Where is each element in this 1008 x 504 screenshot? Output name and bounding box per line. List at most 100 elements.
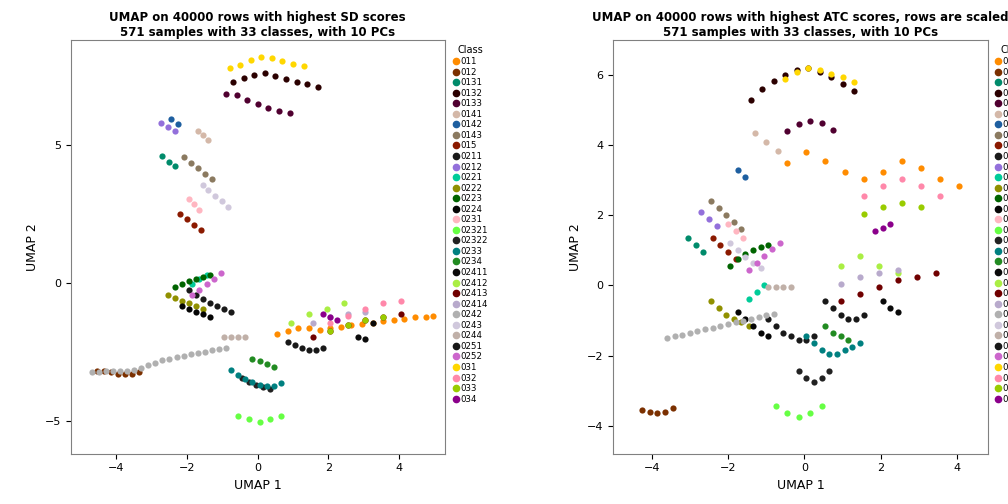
Point — [913, 203, 929, 211]
Point — [271, 106, 287, 114]
Point — [330, 316, 346, 324]
Point — [806, 332, 823, 340]
Point — [223, 333, 239, 341]
Point — [251, 418, 267, 426]
Point — [258, 382, 274, 390]
Point — [243, 55, 259, 64]
Point — [170, 120, 186, 129]
Point — [790, 120, 806, 129]
Point — [760, 314, 776, 323]
Point — [232, 61, 248, 69]
Point — [358, 316, 374, 324]
Point — [230, 333, 246, 341]
Point — [199, 271, 215, 279]
Point — [835, 73, 851, 81]
Point — [333, 323, 349, 331]
Point — [251, 357, 267, 365]
Point — [775, 329, 791, 337]
Point — [201, 186, 217, 195]
Point — [800, 65, 816, 73]
Point — [187, 302, 204, 310]
Point — [894, 199, 910, 207]
Point — [871, 269, 887, 277]
Point — [745, 259, 761, 267]
Point — [817, 322, 834, 330]
Point — [180, 286, 197, 294]
Point — [664, 404, 680, 412]
Point — [694, 208, 710, 216]
Point — [133, 364, 149, 372]
Point — [728, 227, 744, 235]
Point — [358, 305, 374, 313]
Point — [743, 96, 759, 104]
Point — [279, 327, 295, 335]
Point — [894, 157, 910, 165]
Point — [737, 254, 753, 262]
Point — [340, 312, 356, 320]
Point — [337, 299, 353, 307]
Point — [846, 78, 862, 86]
Point — [173, 297, 190, 305]
Point — [841, 314, 857, 323]
Point — [105, 367, 121, 375]
Point — [180, 277, 197, 285]
Point — [722, 262, 738, 270]
Point — [711, 304, 727, 312]
Point — [375, 318, 391, 326]
Point — [833, 332, 849, 340]
Point — [713, 322, 729, 330]
Point — [913, 181, 929, 190]
Point — [689, 327, 706, 335]
Point — [222, 64, 238, 72]
Point — [705, 234, 721, 242]
Point — [730, 308, 746, 316]
Point — [195, 310, 211, 319]
Point — [752, 329, 768, 337]
Point — [407, 313, 423, 321]
Point — [833, 280, 849, 288]
Point — [258, 360, 274, 368]
Point — [705, 324, 721, 332]
Point — [779, 409, 795, 417]
Point — [229, 91, 245, 99]
Point — [875, 224, 891, 232]
Point — [241, 378, 257, 386]
Point — [826, 304, 842, 312]
Point — [813, 374, 830, 383]
Point — [764, 244, 780, 253]
Point — [806, 378, 823, 386]
Point — [159, 123, 175, 131]
Point — [344, 322, 360, 330]
Point — [230, 412, 246, 420]
Point — [175, 352, 192, 360]
Point — [365, 319, 381, 327]
Point — [666, 332, 682, 340]
Point — [195, 273, 211, 281]
Point — [265, 382, 281, 390]
Point — [747, 129, 763, 137]
Point — [304, 333, 321, 341]
Point — [187, 291, 204, 299]
Point — [783, 283, 799, 291]
Point — [204, 346, 220, 354]
Point — [779, 159, 795, 167]
Point — [301, 324, 318, 332]
Point — [264, 54, 280, 62]
Point — [204, 175, 220, 183]
Point — [216, 333, 232, 341]
Point — [932, 174, 949, 182]
Point — [230, 371, 246, 379]
Point — [184, 280, 201, 288]
Point — [192, 286, 208, 294]
Point — [161, 158, 177, 166]
Point — [316, 310, 332, 319]
Point — [768, 283, 784, 291]
Point — [788, 68, 804, 76]
Point — [657, 408, 673, 416]
Point — [316, 344, 332, 352]
Point — [790, 336, 806, 344]
Point — [649, 409, 665, 417]
X-axis label: UMAP 1: UMAP 1 — [777, 479, 825, 492]
Point — [244, 378, 260, 386]
Point — [642, 408, 658, 416]
